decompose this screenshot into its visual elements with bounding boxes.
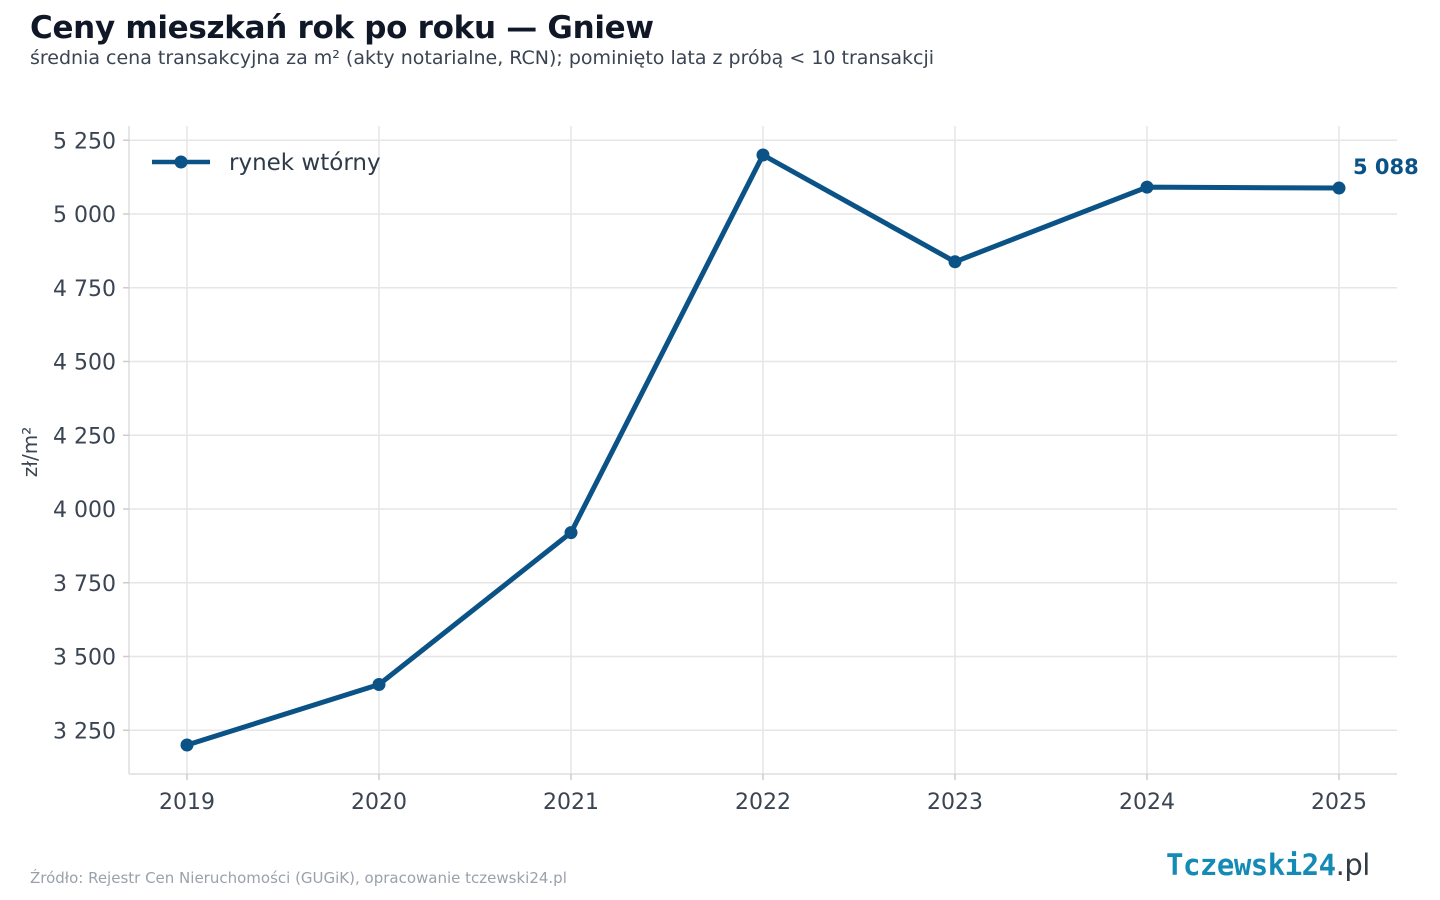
y-tick-label: 4 000 <box>53 498 116 523</box>
y-tick-label: 4 250 <box>53 424 116 449</box>
y-ticks: 3 250 3 500 3 750 4 000 4 250 4 500 4 750 5 000… <box>53 129 129 744</box>
data-point <box>1332 181 1346 195</box>
y-tick-label: 3 500 <box>53 646 116 671</box>
x-tick-label: 2021 <box>543 790 599 815</box>
data-point <box>756 148 770 162</box>
data-point <box>1140 180 1154 194</box>
x-ticks: 2019 2020 2021 2022 2023 2024 2025 <box>159 774 1367 815</box>
y-tick-label: 4 500 <box>53 351 116 376</box>
chart-title: Ceny mieszkań rok po roku — Gniew <box>30 10 654 46</box>
y-tick-label: 3 250 <box>53 719 116 744</box>
y-tick-label: 3 750 <box>53 572 116 597</box>
x-tick-label: 2023 <box>927 790 983 815</box>
grid <box>129 126 1397 774</box>
chart-subtitle: średnia cena transakcyjna za m² (akty no… <box>30 47 935 69</box>
data-label-last: 5 088 <box>1353 155 1419 179</box>
logo-domain: .pl <box>1335 848 1371 882</box>
x-tick-label: 2025 <box>1311 790 1367 815</box>
logo-main: Tczewski24 <box>1166 848 1336 882</box>
legend-swatch-marker <box>174 155 188 169</box>
source-note: Źródło: Rejestr Cen Nieruchomości (GUGiK… <box>30 869 567 887</box>
data-point <box>564 526 578 540</box>
series <box>180 148 1346 752</box>
brand-logo: Tczewski24.pl <box>1166 848 1370 882</box>
x-tick-label: 2020 <box>351 790 407 815</box>
x-tick-label: 2022 <box>735 790 791 815</box>
data-point <box>180 738 194 752</box>
data-point <box>372 678 386 692</box>
data-labels: 5 088 <box>1353 155 1419 179</box>
data-point <box>948 255 962 269</box>
x-tick-label: 2024 <box>1119 790 1175 815</box>
y-axis-title: zł/m² <box>18 427 42 477</box>
y-tick-label: 4 750 <box>53 277 116 302</box>
legend: rynek wtórny <box>152 150 381 176</box>
y-tick-label: 5 250 <box>53 129 116 154</box>
y-tick-label: 5 000 <box>53 203 116 228</box>
x-tick-label: 2019 <box>159 790 215 815</box>
legend-label: rynek wtórny <box>229 150 381 176</box>
